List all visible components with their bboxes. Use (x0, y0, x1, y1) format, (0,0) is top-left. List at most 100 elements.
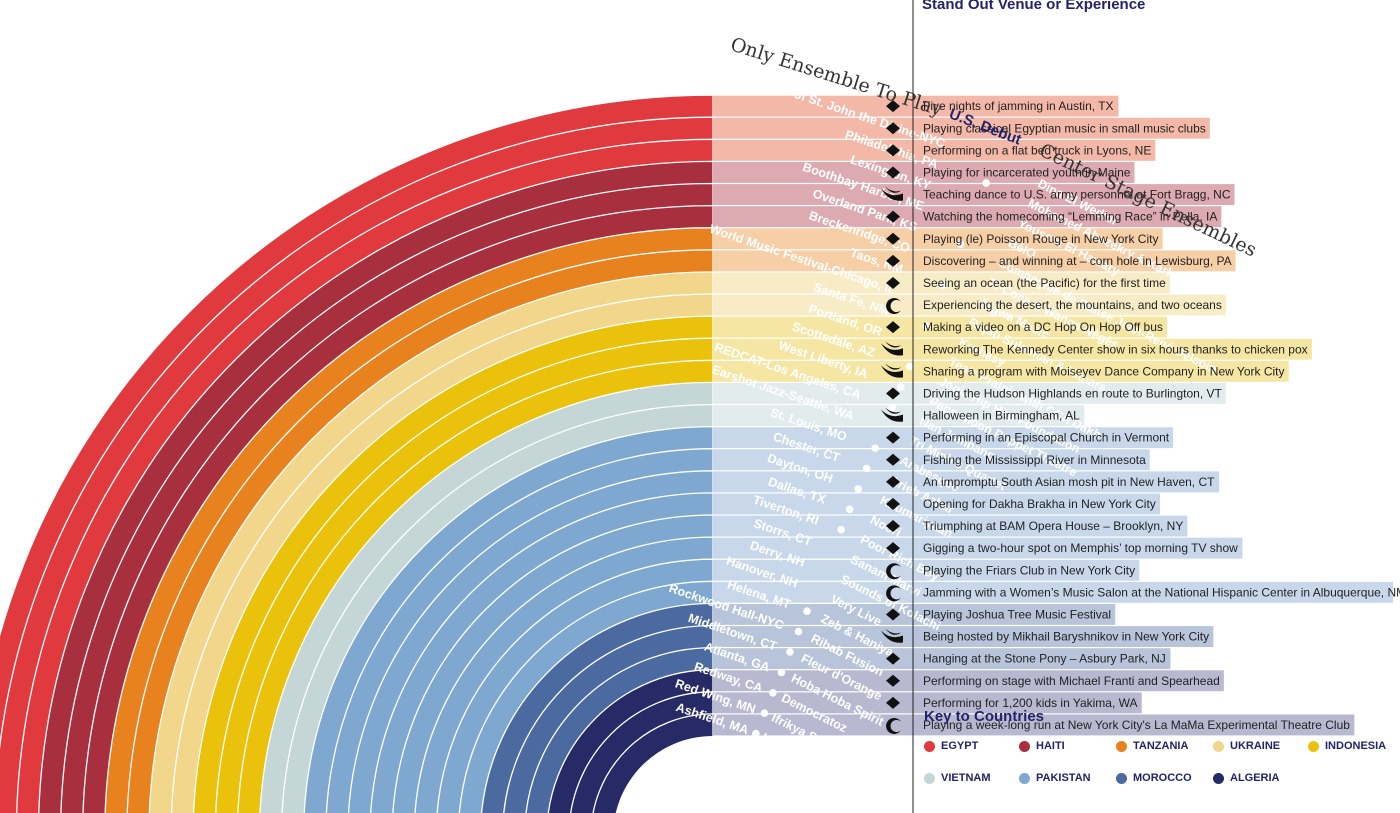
key-label: EGYPT (941, 740, 979, 752)
venue-label-bar (913, 670, 1224, 692)
venue-bar (713, 692, 913, 714)
venue-label-bar (913, 714, 1355, 736)
key-swatch (924, 740, 935, 752)
venue-bar (713, 250, 913, 272)
venue-label: Being hosted by Mikhail Baryshnikov in N… (923, 630, 1209, 644)
venue-label: Teaching dance to U.S. army personnel at… (923, 188, 1231, 202)
venue-bar (713, 139, 913, 161)
venue-label: Driving the Hudson Highlands en route to… (923, 386, 1223, 400)
venue-label-bar (913, 184, 1235, 205)
venue-label-bar (913, 360, 1289, 382)
venue-bar (713, 272, 913, 294)
venue-bar (713, 626, 913, 647)
key-item: TANZANIA (1116, 740, 1188, 752)
debut-dot (888, 403, 897, 412)
venue-label-bar (913, 117, 1210, 139)
venue-bar (713, 581, 913, 603)
key-swatch (1213, 740, 1224, 752)
diamond-icon (886, 321, 900, 334)
debut-dot (777, 668, 786, 677)
venue-bar (713, 95, 913, 117)
venue-label-bar (913, 626, 1214, 647)
key-item: UKRAINE (1213, 740, 1280, 752)
moon-icon (886, 298, 901, 315)
key-item: VIETNAM (924, 772, 991, 784)
debut-dot (905, 362, 914, 371)
venue-label-bar (913, 515, 1188, 537)
venue-label: Five nights of jamming in Austin, TX (923, 99, 1114, 113)
key-item: ALGERIA (1213, 772, 1280, 784)
wing-icon (881, 628, 903, 643)
venue-label-bar (913, 648, 1171, 670)
key-label: HAITI (1036, 740, 1065, 752)
venue-label-bar (913, 405, 1085, 426)
venue-bar (713, 449, 913, 471)
venue-bar (713, 471, 913, 493)
venue-label: Watching the homecoming “Lemming Race” i… (923, 210, 1217, 224)
moon-icon (886, 563, 901, 580)
venue-bar (713, 493, 913, 515)
venue-label: Opening for Dakha Brakha in New York Cit… (923, 497, 1156, 511)
key-item: MOROCCO (1116, 772, 1192, 784)
venue-label-bar (913, 493, 1161, 515)
key-item: INDONESIA (1308, 740, 1386, 752)
venue-label: Performing for 1,200 kids in Yakima, WA (923, 696, 1138, 710)
venue-bar (713, 294, 913, 316)
venue-bar (713, 670, 913, 692)
venue-label: Playing (le) Poisson Rouge in New York C… (923, 232, 1158, 246)
venue-bar (713, 515, 913, 537)
venue-label: Seeing an ocean (the Pacific) for the fi… (923, 276, 1166, 290)
venue-bar (713, 604, 913, 625)
venue-label: Reworking The Kennedy Center show in six… (923, 342, 1308, 356)
key-label: VIETNAM (941, 772, 991, 784)
venue-label-bar (913, 449, 1150, 471)
key-item: PAKISTAN (1019, 772, 1091, 784)
venue-label-bar (913, 316, 1167, 338)
wing-icon (881, 341, 903, 356)
venue-label: Triumphing at BAM Opera House – Brooklyn… (923, 519, 1183, 533)
venue-bar (713, 117, 913, 139)
diamond-icon (886, 453, 900, 466)
venue-label-bar (913, 581, 1393, 603)
venue-label-bar (913, 294, 1226, 316)
wing-icon (881, 363, 903, 378)
diamond-icon (886, 520, 900, 533)
venue-label-bar (913, 250, 1236, 272)
debut-dot (871, 444, 880, 452)
diamond-icon (886, 431, 900, 444)
key-label: PAKISTAN (1036, 772, 1091, 784)
venue-bar (713, 228, 913, 250)
debut-dot (769, 688, 777, 697)
diamond-icon (886, 652, 900, 665)
key-swatch (1213, 772, 1224, 784)
venue-label-bar (913, 537, 1243, 559)
venue-label: Playing Joshua Tree Music Festival (923, 607, 1111, 621)
diamond-icon (886, 475, 900, 488)
venue-bar (713, 537, 913, 559)
venue-bar (713, 648, 913, 670)
wing-icon (881, 407, 903, 422)
venue-label: Playing classical Egyptian music in smal… (923, 121, 1206, 135)
venue-bar (713, 338, 913, 360)
venue-label-bar (913, 228, 1163, 250)
key-label: MOROCCO (1133, 772, 1192, 784)
debut-dot (956, 240, 965, 249)
diamond-icon (886, 210, 900, 223)
debut-dot (794, 627, 803, 636)
venue-label-bar (913, 95, 1119, 117)
debut-dot (786, 648, 794, 656)
key-label: ALGERIA (1230, 772, 1280, 784)
debut-dot (922, 321, 931, 330)
key-label: INDONESIA (1325, 740, 1387, 752)
venue-label-bar (913, 206, 1222, 228)
venue-label-bar (913, 427, 1174, 449)
key-swatch (1019, 772, 1030, 784)
debut-dot (862, 464, 871, 473)
key-item: EGYPT (924, 740, 978, 752)
diamond-icon (886, 542, 900, 555)
venue-label: Making a video on a DC Hop On Hop Off bu… (923, 320, 1163, 334)
venue-label: Performing on stage with Michael Franti … (923, 674, 1220, 688)
debut-dot (837, 525, 845, 534)
venue-bar (713, 405, 913, 426)
venue-label-bar (913, 162, 1135, 183)
